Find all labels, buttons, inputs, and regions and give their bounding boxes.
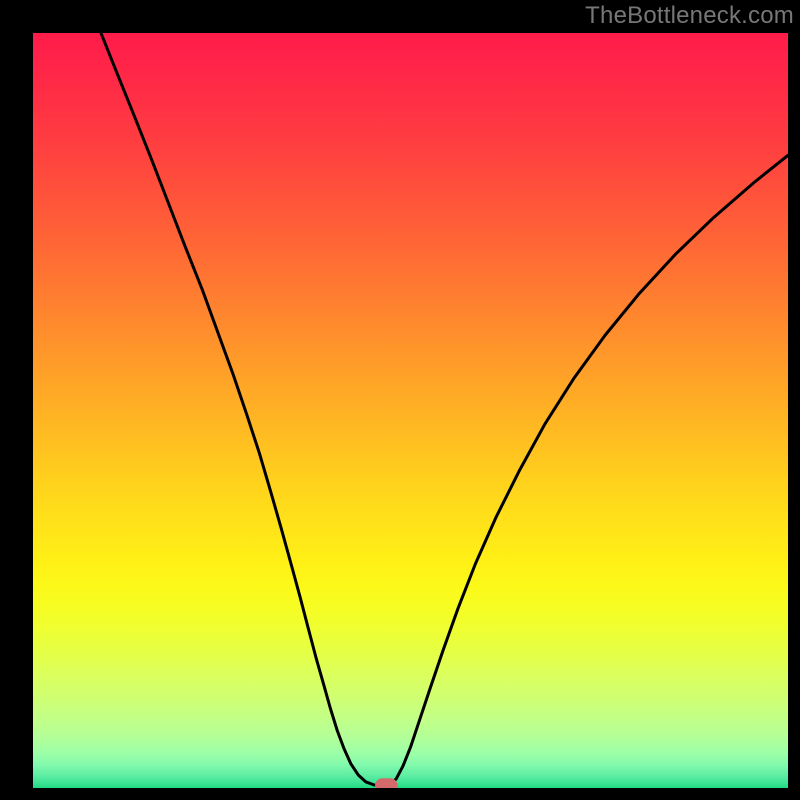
plot-frame: [33, 33, 788, 788]
chart-root: TheBottleneck.com: [0, 0, 800, 800]
watermark-text: TheBottleneck.com: [585, 2, 794, 30]
plot-svg: [33, 33, 788, 788]
optimum-marker: [375, 778, 398, 788]
